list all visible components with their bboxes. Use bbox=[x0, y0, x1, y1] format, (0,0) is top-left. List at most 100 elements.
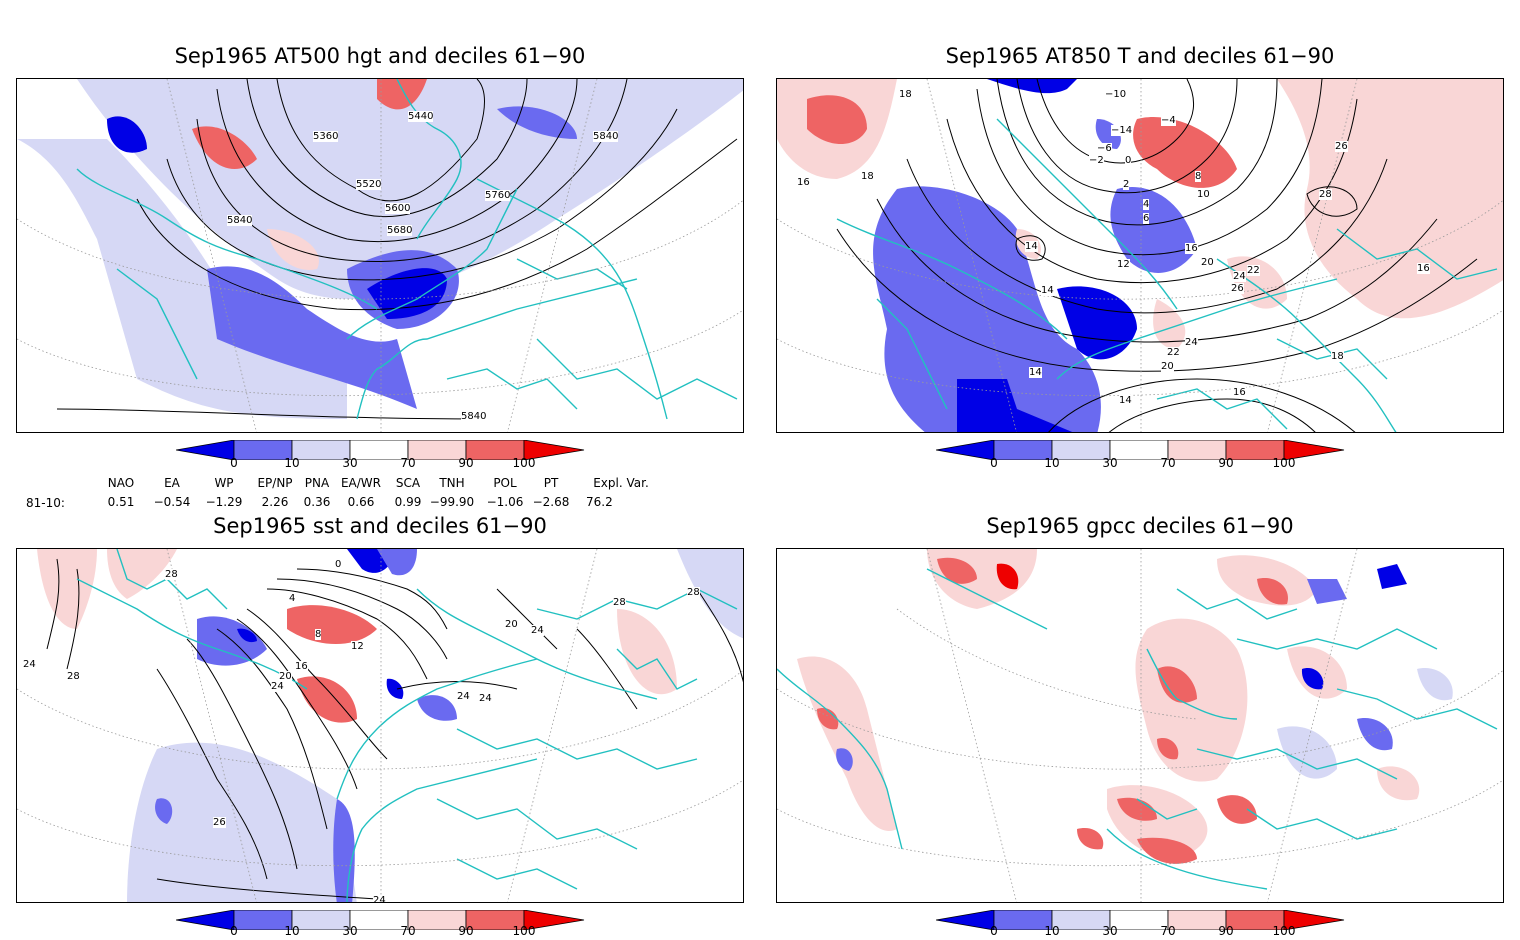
contour-label: 24 bbox=[271, 681, 284, 692]
contour-label: 16 bbox=[1185, 243, 1198, 254]
contour-label: 10 bbox=[1197, 189, 1210, 200]
contour-label: 16 bbox=[797, 177, 810, 188]
index-pna: PNA 0.36 bbox=[292, 476, 342, 509]
panel-title-t850: Sep1965 AT850 T and deciles 61−90 bbox=[945, 44, 1335, 68]
colorbar-tick: 30 bbox=[342, 924, 358, 938]
index-name: POL bbox=[493, 476, 517, 490]
index-wp: WP −1.29 bbox=[196, 476, 252, 509]
colorbar-tick: 90 bbox=[1218, 924, 1234, 938]
contour-label: 24 bbox=[23, 659, 36, 670]
index-name: PT bbox=[543, 476, 559, 490]
index-ea: EA −0.54 bbox=[144, 476, 200, 509]
index-value: 0.66 bbox=[347, 495, 375, 509]
colorbar-tick: 0 bbox=[990, 924, 998, 938]
contour-label: 5840 bbox=[227, 215, 253, 226]
contour-label: 18 bbox=[1331, 351, 1344, 362]
index-sca: SCA 0.99 bbox=[384, 476, 432, 509]
map-panel-hgt500: 5440 5360 5520 5600 5680 5760 5840 5840 … bbox=[16, 78, 744, 433]
colorbar-tick: 90 bbox=[458, 924, 474, 938]
colorbar-tick: 0 bbox=[990, 456, 998, 470]
index-pt: PT −2.68 bbox=[524, 476, 578, 509]
contour-label: 12 bbox=[1117, 259, 1130, 270]
contour-label: −2 bbox=[1089, 155, 1104, 166]
contour-label: 26 bbox=[1231, 283, 1244, 294]
contour-label: −10 bbox=[1105, 89, 1127, 100]
index-value: −99.90 bbox=[429, 495, 475, 509]
indices-row-label: 81-10: bbox=[26, 496, 65, 510]
contour-label: 24 bbox=[457, 691, 470, 702]
contour-label: 16 bbox=[1417, 263, 1430, 274]
contour-label: 28 bbox=[1319, 189, 1332, 200]
contour-label: 28 bbox=[165, 569, 178, 580]
colorbar-tick: 100 bbox=[512, 456, 536, 470]
colorbar-tick: 30 bbox=[1102, 924, 1118, 938]
contour-label: −6 bbox=[1097, 143, 1112, 154]
colorbar-tick: 0 bbox=[230, 456, 238, 470]
contour-label: −4 bbox=[1161, 115, 1176, 126]
colorbar-tick: 70 bbox=[400, 456, 416, 470]
colorbar-tick: 70 bbox=[400, 924, 416, 938]
contour-label: 8 bbox=[1195, 171, 1202, 182]
contour-label: 5520 bbox=[356, 179, 382, 190]
contour-label: 5840 bbox=[593, 131, 619, 142]
contour-label: 5760 bbox=[485, 190, 511, 201]
colorbar-tick: 10 bbox=[1044, 924, 1060, 938]
colorbar-t850: 0 10 30 70 90 100 bbox=[935, 439, 1346, 476]
colorbar-tick: 90 bbox=[1218, 456, 1234, 470]
contour-label: 4 bbox=[289, 593, 296, 604]
panel-title-gpcc: Sep1965 gpcc deciles 61−90 bbox=[986, 514, 1294, 538]
contour-label: 5600 bbox=[385, 203, 411, 214]
colorbar-hgt500: 0 10 30 70 90 100 bbox=[175, 439, 586, 476]
index-value: −0.54 bbox=[153, 495, 191, 509]
index-expl-var: Expl. Var. 76.2 bbox=[586, 476, 656, 509]
index-name: EA/WR bbox=[340, 476, 382, 490]
contour-label: 20 bbox=[505, 619, 518, 630]
index-value: 0.36 bbox=[303, 495, 331, 509]
contour-label: 28 bbox=[67, 671, 80, 682]
colorbar-tick: 100 bbox=[512, 924, 536, 938]
contour-label: 4 bbox=[1143, 199, 1150, 210]
contour-label: 22 bbox=[1247, 265, 1260, 276]
index-name: PNA bbox=[304, 476, 330, 490]
index-eawr: EA/WR 0.66 bbox=[334, 476, 388, 509]
colorbar-tick: 0 bbox=[230, 924, 238, 938]
map-panel-sst: 28 24 28 0 4 8 12 16 20 24 24 24 26 24 2… bbox=[16, 548, 744, 903]
index-name: SCA bbox=[395, 476, 421, 490]
colorbar-tick: 70 bbox=[1160, 924, 1176, 938]
index-name: EA bbox=[164, 476, 180, 490]
contour-label: 28 bbox=[613, 597, 626, 608]
contour-label: 5360 bbox=[313, 131, 339, 142]
contour-label: 24 bbox=[373, 895, 386, 902]
panel-title-hgt500: Sep1965 AT500 hgt and deciles 61−90 bbox=[174, 44, 586, 68]
index-epnp: EP/NP 2.26 bbox=[248, 476, 302, 509]
map-panel-gpcc bbox=[776, 548, 1504, 903]
colorbar-tick: 70 bbox=[1160, 456, 1176, 470]
index-name: WP bbox=[214, 476, 234, 490]
contour-label: −14 bbox=[1111, 125, 1133, 136]
contour-label: 18 bbox=[899, 89, 912, 100]
contour-label: 18 bbox=[861, 171, 874, 182]
contour-label: 24 bbox=[479, 693, 492, 704]
index-name: Expl. Var. bbox=[593, 476, 649, 490]
index-tnh: TNH −99.90 bbox=[424, 476, 480, 509]
contour-label: 20 bbox=[279, 671, 292, 682]
index-value: 0.51 bbox=[107, 495, 135, 509]
contour-label: 22 bbox=[1167, 347, 1180, 358]
index-name: NAO bbox=[107, 476, 135, 490]
contour-label: 8 bbox=[315, 629, 322, 640]
contour-label: 0 bbox=[1125, 155, 1132, 166]
contour-label: 0 bbox=[335, 559, 342, 570]
contour-label: 24 bbox=[531, 625, 544, 636]
contour-label: 16 bbox=[1233, 387, 1246, 398]
colorbar-tick: 90 bbox=[458, 456, 474, 470]
contour-label: 14 bbox=[1029, 367, 1042, 378]
index-value: −1.06 bbox=[486, 495, 524, 509]
contour-label: 26 bbox=[213, 817, 226, 828]
colorbar-tick: 10 bbox=[284, 456, 300, 470]
colorbar-tick: 100 bbox=[1272, 456, 1296, 470]
contour-label: 24 bbox=[1185, 337, 1198, 348]
map-gpcc-svg bbox=[777, 549, 1503, 902]
contour-label: 14 bbox=[1041, 285, 1054, 296]
contour-label: 28 bbox=[687, 587, 700, 598]
map-t850-svg bbox=[777, 79, 1503, 432]
